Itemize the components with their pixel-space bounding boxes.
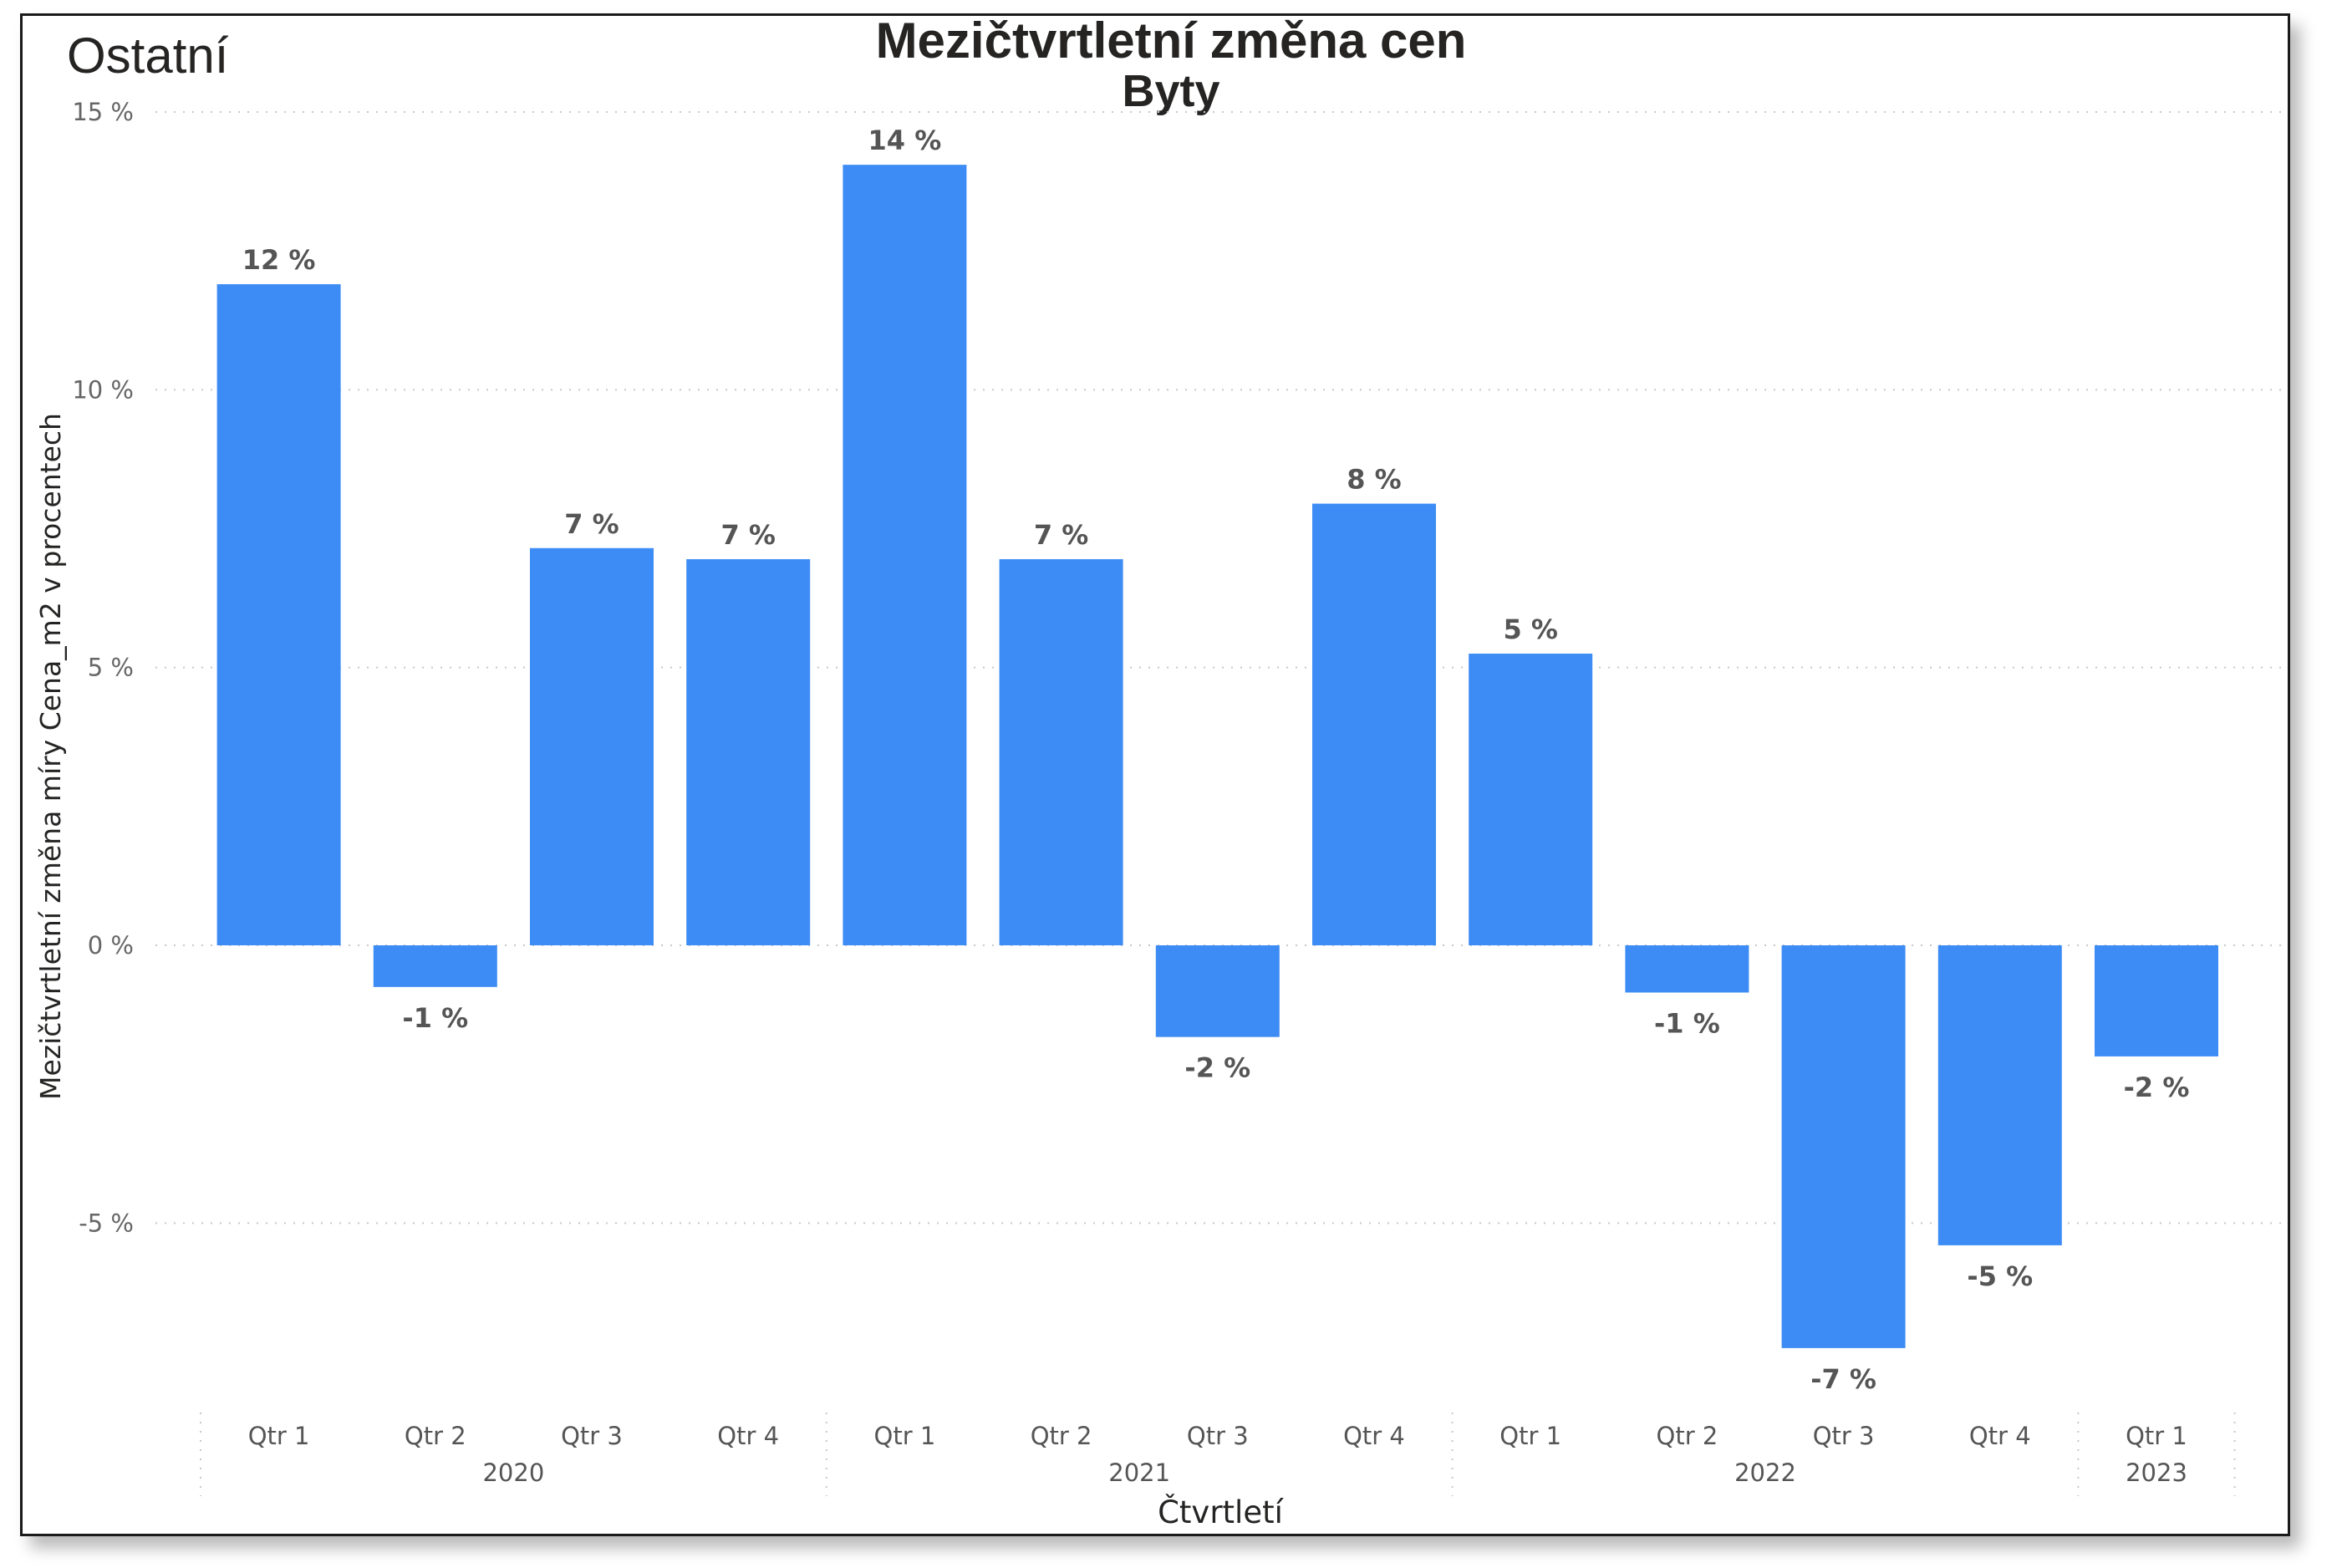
data-label: 12 %: [242, 244, 316, 276]
data-label: 7 %: [1034, 519, 1088, 551]
bar: [1937, 945, 2062, 1245]
x-tick-label: Qtr 1: [874, 1422, 936, 1450]
bar: [843, 165, 967, 946]
year-group-label: 2022: [1734, 1459, 1796, 1487]
bar: [530, 547, 654, 945]
data-label: -7 %: [1810, 1363, 1876, 1395]
data-label: -2 %: [1184, 1052, 1250, 1084]
bar: [1155, 945, 1280, 1037]
data-label: 7 %: [564, 508, 619, 540]
x-tick-label: Qtr 2: [1031, 1422, 1092, 1450]
bar: [373, 945, 497, 987]
x-axis-title: Čtvrtletí: [1158, 1494, 1285, 1530]
x-tick-label: Qtr 1: [2126, 1422, 2187, 1450]
chart-subtitle: Byty: [1122, 66, 1220, 116]
x-tick-label: Qtr 4: [1343, 1422, 1405, 1450]
bar: [1469, 654, 1593, 945]
x-tick-label: Qtr 3: [561, 1422, 623, 1450]
x-tick-label: Qtr 3: [1813, 1422, 1875, 1450]
x-tick-label: Qtr 1: [1499, 1422, 1561, 1450]
y-tick-label: 10 %: [72, 375, 134, 404]
year-group-label: 2021: [1108, 1459, 1170, 1487]
y-axis-title: Mezičtvrtletní změna míry Cena_m2 v proc…: [34, 413, 67, 1100]
corner-label: Ostatní: [67, 28, 229, 84]
data-label: 8 %: [1347, 464, 1401, 496]
bar: [999, 559, 1123, 945]
bar: [686, 559, 811, 945]
x-tick-label: Qtr 2: [405, 1422, 466, 1450]
y-tick-label: -5 %: [79, 1209, 134, 1237]
bar: [216, 284, 341, 946]
data-label: -1 %: [1654, 1007, 1720, 1039]
x-tick-label: Qtr 3: [1187, 1422, 1249, 1450]
data-label: -2 %: [2124, 1072, 2190, 1103]
year-group-label: 2023: [2126, 1459, 2187, 1487]
chart-title: Mezičtvrtletní změna cen: [875, 13, 1467, 69]
data-label: 5 %: [1503, 613, 1557, 645]
bar: [1781, 945, 1906, 1348]
chart-frame: [20, 13, 2290, 1536]
data-label: 7 %: [720, 519, 775, 551]
x-tick-label: Qtr 1: [248, 1422, 310, 1450]
y-tick-label: 0 %: [88, 931, 134, 960]
data-label: -1 %: [402, 1002, 468, 1034]
data-label: -5 %: [1967, 1260, 2033, 1292]
bar: [1625, 945, 1749, 993]
y-tick-label: 15 %: [72, 98, 134, 126]
x-tick-label: Qtr 4: [717, 1422, 779, 1450]
year-group-label: 2020: [482, 1459, 544, 1487]
x-tick-label: Qtr 2: [1657, 1422, 1718, 1450]
bar: [1312, 503, 1436, 945]
data-label: 14 %: [868, 125, 942, 156]
bar: [2095, 945, 2218, 1056]
y-tick-label: 5 %: [88, 654, 134, 682]
x-tick-label: Qtr 4: [1969, 1422, 2031, 1450]
